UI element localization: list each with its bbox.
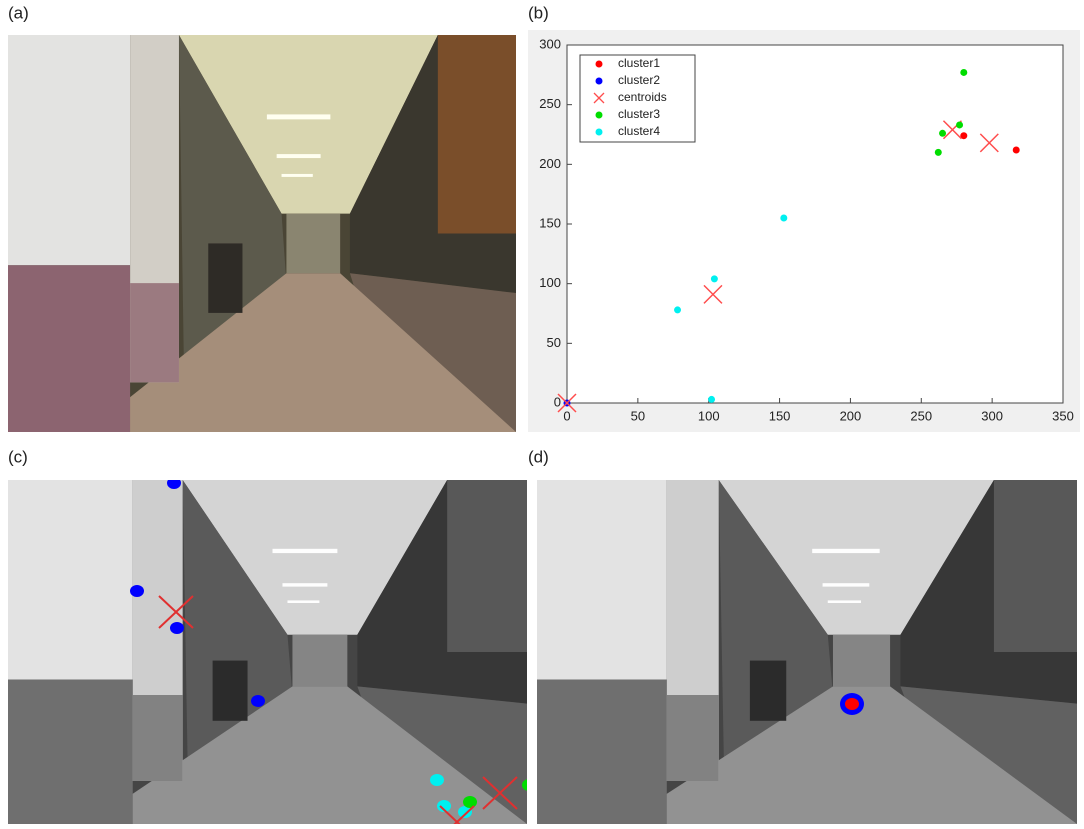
y-tick-label: 50: [547, 335, 561, 350]
point: [1013, 147, 1020, 154]
figure: (a) (b) (c) (d) 050100150200250300350050…: [0, 0, 1084, 824]
overlay-d: [840, 693, 864, 715]
point: [711, 275, 718, 282]
x-tick-label: 200: [840, 408, 862, 423]
y-tick-label: 300: [539, 36, 561, 51]
legend-marker: [596, 129, 603, 136]
y-tick-label: 150: [539, 215, 561, 230]
legend-label: cluster2: [618, 73, 660, 87]
x-tick-label: 150: [769, 408, 791, 423]
legend-label: cluster3: [618, 107, 660, 121]
photo-gray-c: [8, 480, 527, 824]
photo-gray-d: [537, 480, 1077, 824]
x-tick-label: 300: [981, 408, 1003, 423]
point: [956, 121, 963, 128]
panel-label: (c): [8, 447, 28, 466]
point: [780, 215, 787, 222]
x-tick-label: 250: [910, 408, 932, 423]
point: [674, 306, 681, 313]
panel-label: (a): [8, 3, 29, 22]
y-tick-label: 200: [539, 156, 561, 171]
photo-color: [8, 35, 516, 432]
point: [935, 149, 942, 156]
x-tick-label: 0: [563, 408, 570, 423]
panel-label: (b): [528, 3, 549, 22]
legend-marker: [596, 78, 603, 85]
x-tick-label: 350: [1052, 408, 1074, 423]
y-tick-label: 250: [539, 96, 561, 111]
legend-marker: [596, 112, 603, 119]
x-tick-label: 100: [698, 408, 720, 423]
x-tick-label: 50: [631, 408, 645, 423]
point: [960, 69, 967, 76]
point: [939, 130, 946, 137]
point: [708, 396, 715, 403]
legend-marker: [596, 61, 603, 68]
legend-label: centroids: [618, 90, 667, 104]
y-tick-label: 100: [539, 275, 561, 290]
panel-label: (d): [528, 447, 549, 466]
legend-label: cluster1: [618, 56, 660, 70]
legend-label: cluster4: [618, 124, 660, 138]
